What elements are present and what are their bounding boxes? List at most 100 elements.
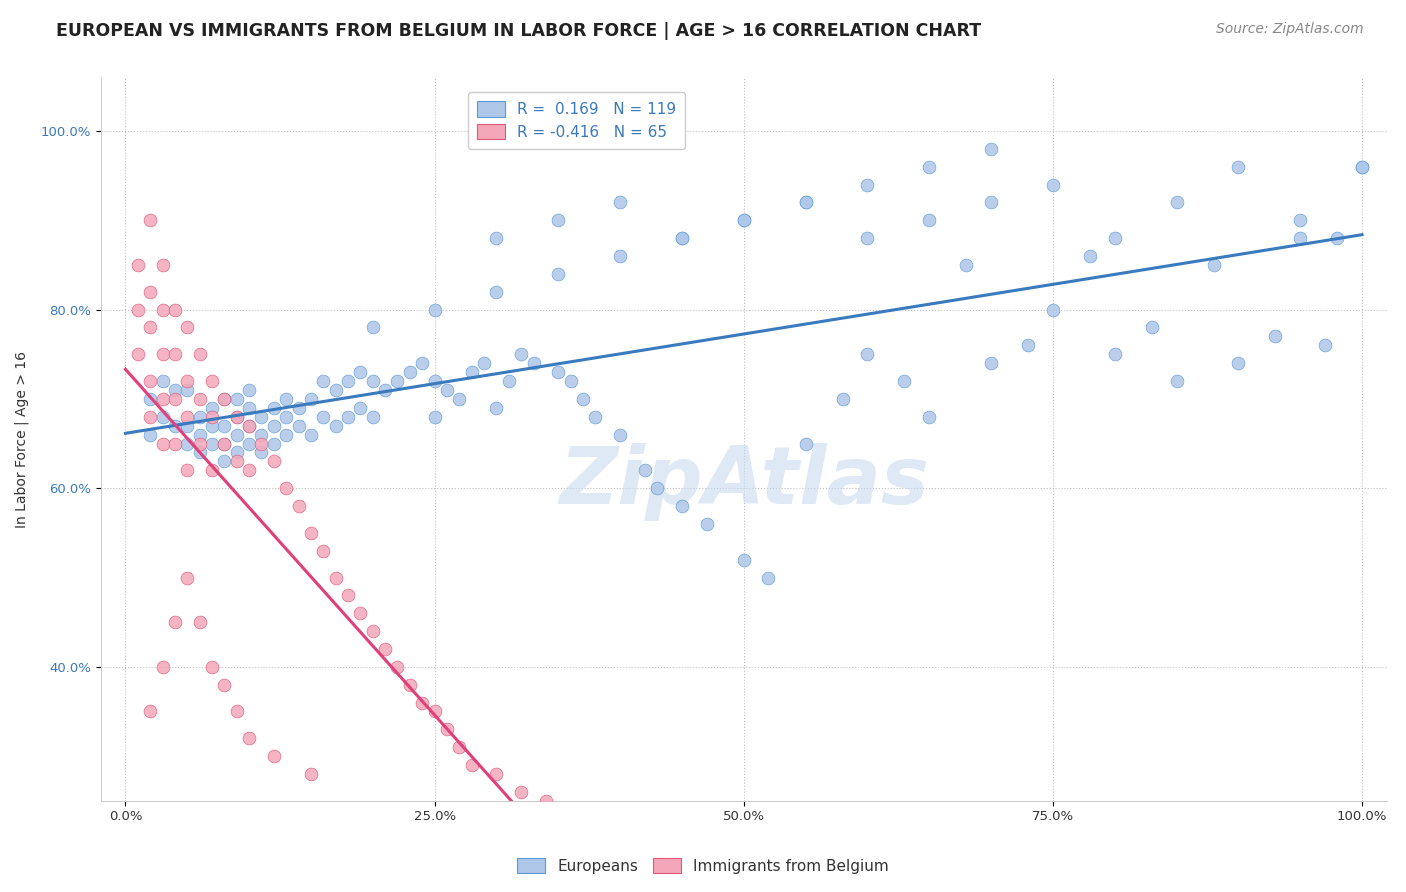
Legend: Europeans, Immigrants from Belgium: Europeans, Immigrants from Belgium (512, 852, 894, 880)
Point (127, 258, 149, 272)
Point (411, 696, 433, 710)
Text: Source: ZipAtlas.com: Source: ZipAtlas.com (1216, 22, 1364, 37)
Point (276, 481, 298, 495)
Point (152, 347, 174, 361)
Point (225, 409, 247, 424)
Point (152, 436, 174, 450)
Point (263, 436, 285, 450)
Point (287, 401, 309, 415)
Point (214, 418, 236, 433)
Point (980, 195, 1002, 210)
Point (250, 445, 273, 459)
Point (955, 258, 977, 272)
Point (250, 436, 273, 450)
Point (225, 445, 247, 459)
Y-axis label: In Labor Force | Age > 16: In Labor Force | Age > 16 (15, 351, 30, 527)
Point (201, 463, 224, 477)
Point (1078, 249, 1101, 263)
Point (460, 365, 482, 379)
Point (214, 678, 236, 692)
Point (188, 347, 211, 361)
Point (918, 160, 941, 174)
Point (176, 463, 198, 477)
Point (572, 392, 595, 406)
Point (163, 418, 186, 433)
Point (337, 409, 360, 424)
Point (1326, 231, 1348, 245)
Point (163, 302, 186, 317)
Point (733, 552, 755, 566)
Point (547, 365, 569, 379)
Point (510, 785, 533, 799)
Point (163, 347, 186, 361)
Point (201, 660, 224, 674)
Point (534, 794, 557, 808)
Point (225, 392, 247, 406)
Point (1313, 338, 1336, 352)
Point (188, 445, 211, 459)
Point (201, 436, 224, 450)
Point (188, 392, 211, 406)
Point (152, 392, 174, 406)
Point (1166, 374, 1188, 388)
Point (1351, 160, 1374, 174)
Point (337, 588, 360, 602)
Point (238, 418, 260, 433)
Point (287, 499, 309, 513)
Point (201, 374, 224, 388)
Point (176, 383, 198, 397)
Point (214, 436, 236, 450)
Point (436, 383, 458, 397)
Point (1264, 329, 1286, 343)
Point (276, 409, 298, 424)
Point (139, 392, 162, 406)
Point (263, 454, 285, 468)
Point (980, 142, 1002, 156)
Point (325, 570, 347, 584)
Point (238, 418, 260, 433)
Point (225, 705, 247, 719)
Point (609, 249, 631, 263)
Point (423, 705, 446, 719)
Point (238, 383, 260, 397)
Point (485, 401, 508, 415)
Point (276, 427, 298, 442)
Point (163, 383, 186, 397)
Point (201, 409, 224, 424)
Point (225, 409, 247, 424)
Point (1042, 178, 1064, 192)
Point (238, 436, 260, 450)
Point (312, 374, 335, 388)
Point (893, 374, 915, 388)
Point (312, 543, 335, 558)
Point (1289, 213, 1312, 227)
Point (139, 213, 162, 227)
Point (831, 392, 853, 406)
Point (411, 356, 433, 370)
Point (449, 392, 471, 406)
Point (733, 213, 755, 227)
Point (188, 427, 211, 442)
Point (1166, 195, 1188, 210)
Point (139, 409, 162, 424)
Point (152, 374, 174, 388)
Point (423, 374, 446, 388)
Point (1227, 356, 1250, 370)
Point (361, 374, 384, 388)
Point (399, 678, 422, 692)
Point (214, 454, 236, 468)
Point (1140, 320, 1163, 334)
Text: EUROPEAN VS IMMIGRANTS FROM BELGIUM IN LABOR FORCE | AGE > 16 CORRELATION CHART: EUROPEAN VS IMMIGRANTS FROM BELGIUM IN L… (56, 22, 981, 40)
Point (423, 302, 446, 317)
Point (583, 409, 606, 424)
Point (794, 436, 817, 450)
Point (163, 615, 186, 629)
Point (485, 285, 508, 299)
Point (139, 320, 162, 334)
Point (139, 427, 162, 442)
Point (387, 660, 409, 674)
Point (176, 436, 198, 450)
Point (374, 383, 396, 397)
Point (1351, 160, 1374, 174)
Point (176, 418, 198, 433)
